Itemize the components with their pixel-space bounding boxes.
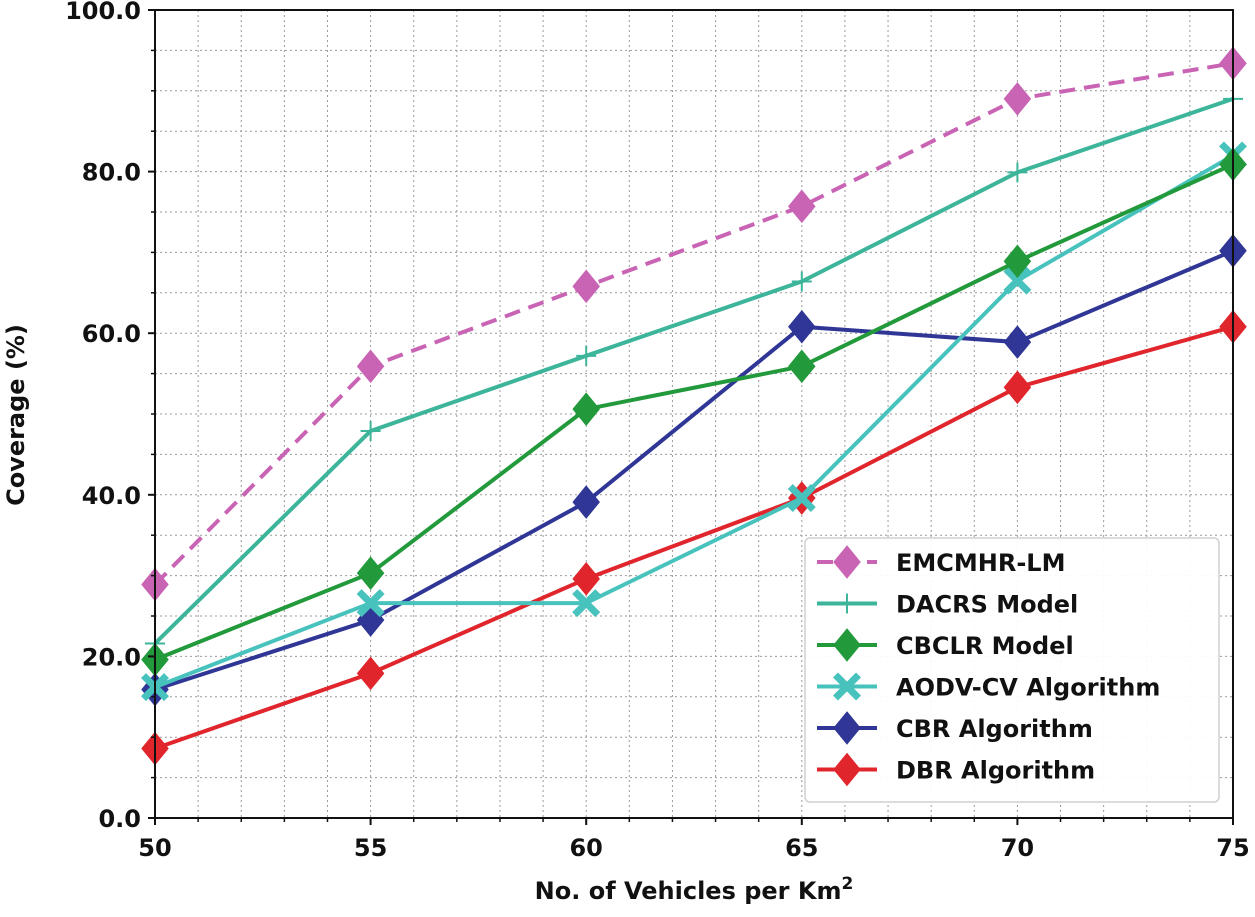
data-point	[572, 589, 601, 618]
x-axis-label-text: No. of Vehicles per Km	[535, 877, 842, 905]
data-point	[572, 269, 600, 304]
legend-marker	[833, 752, 861, 787]
legend-entry: DACRS Model	[817, 591, 1078, 619]
y-tick-label: 20.0	[82, 643, 141, 671]
series-line	[153, 96, 1234, 645]
legend-label: DBR Algorithm	[896, 757, 1095, 785]
series-aodv-cv-algorithm	[141, 141, 1247, 702]
legend-marker	[833, 545, 861, 579]
y-tick-label: 60.0	[82, 320, 141, 348]
legend-marker	[833, 628, 861, 662]
data-point-b	[1003, 266, 1032, 295]
legend-box	[804, 537, 1220, 803]
data-point	[1003, 325, 1032, 359]
legend-entry: CBR Algorithm	[817, 711, 1093, 745]
data-point	[356, 556, 385, 590]
data-point	[791, 271, 812, 292]
x-tick-label: 65	[785, 834, 818, 862]
legend-entry: DBR Algorithm	[817, 752, 1095, 787]
axis-ticks: 50 55 60 65 70 75 0.0 20.0 40.0 60.0 80.0 100.0	[65, 0, 1250, 862]
series-line	[153, 61, 1234, 586]
legend: EMCMHR-LM DACRS Model CBCLR Model AODV-CV A…	[804, 537, 1220, 803]
data-point	[572, 485, 600, 519]
data-point	[572, 392, 600, 426]
legend-marker	[837, 593, 857, 614]
legend-marker	[833, 672, 861, 701]
data-point	[787, 484, 816, 513]
data-point-b	[572, 589, 601, 618]
legend-label: EMCMHR-LM	[896, 549, 1065, 577]
legend-label: DACRS Model	[896, 591, 1078, 619]
legend-label: CBCLR Model	[896, 632, 1074, 660]
y-tick-label: 100.0	[65, 0, 141, 25]
series-line	[154, 162, 1234, 662]
data-point	[1003, 82, 1032, 116]
y-tick-label: 0.0	[98, 805, 141, 833]
x-axis-label: No. of Vehicles per Km2	[535, 874, 854, 905]
data-point	[360, 420, 381, 441]
y-tick-label: 80.0	[82, 159, 141, 187]
data-point	[1003, 370, 1032, 405]
data-point	[788, 349, 816, 384]
data-point	[1007, 162, 1028, 183]
series-dacrs-model	[145, 88, 1243, 654]
legend-entry: AODV-CV Algorithm	[817, 672, 1160, 702]
series-emcmhr-lm	[141, 46, 1247, 602]
series-lines	[141, 46, 1247, 766]
y-tick-label: 40.0	[82, 482, 141, 510]
legend-entry: EMCMHR-LM	[817, 545, 1065, 579]
data-point	[1003, 266, 1032, 295]
legend-entry: CBCLR Model	[817, 628, 1074, 662]
x-tick-label: 55	[354, 834, 387, 862]
x-tick-label: 60	[569, 834, 602, 862]
data-point	[356, 589, 385, 618]
series-line	[154, 153, 1235, 689]
data-point	[1003, 244, 1032, 279]
y-axis-label: Coverage (%)	[2, 324, 30, 506]
data-point	[356, 349, 385, 384]
legend-marker	[833, 711, 861, 745]
x-tick-label: 50	[138, 834, 171, 862]
data-point-b	[787, 484, 816, 513]
data-point	[788, 309, 816, 344]
data-point	[572, 562, 600, 596]
legend-marker-b	[833, 672, 861, 701]
series-line	[154, 324, 1234, 751]
legend-label: CBR Algorithm	[896, 715, 1093, 743]
legend-label: AODV-CV Algorithm	[896, 674, 1160, 702]
data-point-b	[356, 589, 385, 618]
data-point	[356, 656, 385, 691]
x-tick-label: 75	[1216, 834, 1249, 862]
series-line	[154, 248, 1234, 692]
x-axis-label-superscript: 2	[841, 874, 853, 894]
data-point	[576, 345, 597, 366]
x-tick-label: 70	[1001, 834, 1034, 862]
data-point	[788, 189, 816, 224]
